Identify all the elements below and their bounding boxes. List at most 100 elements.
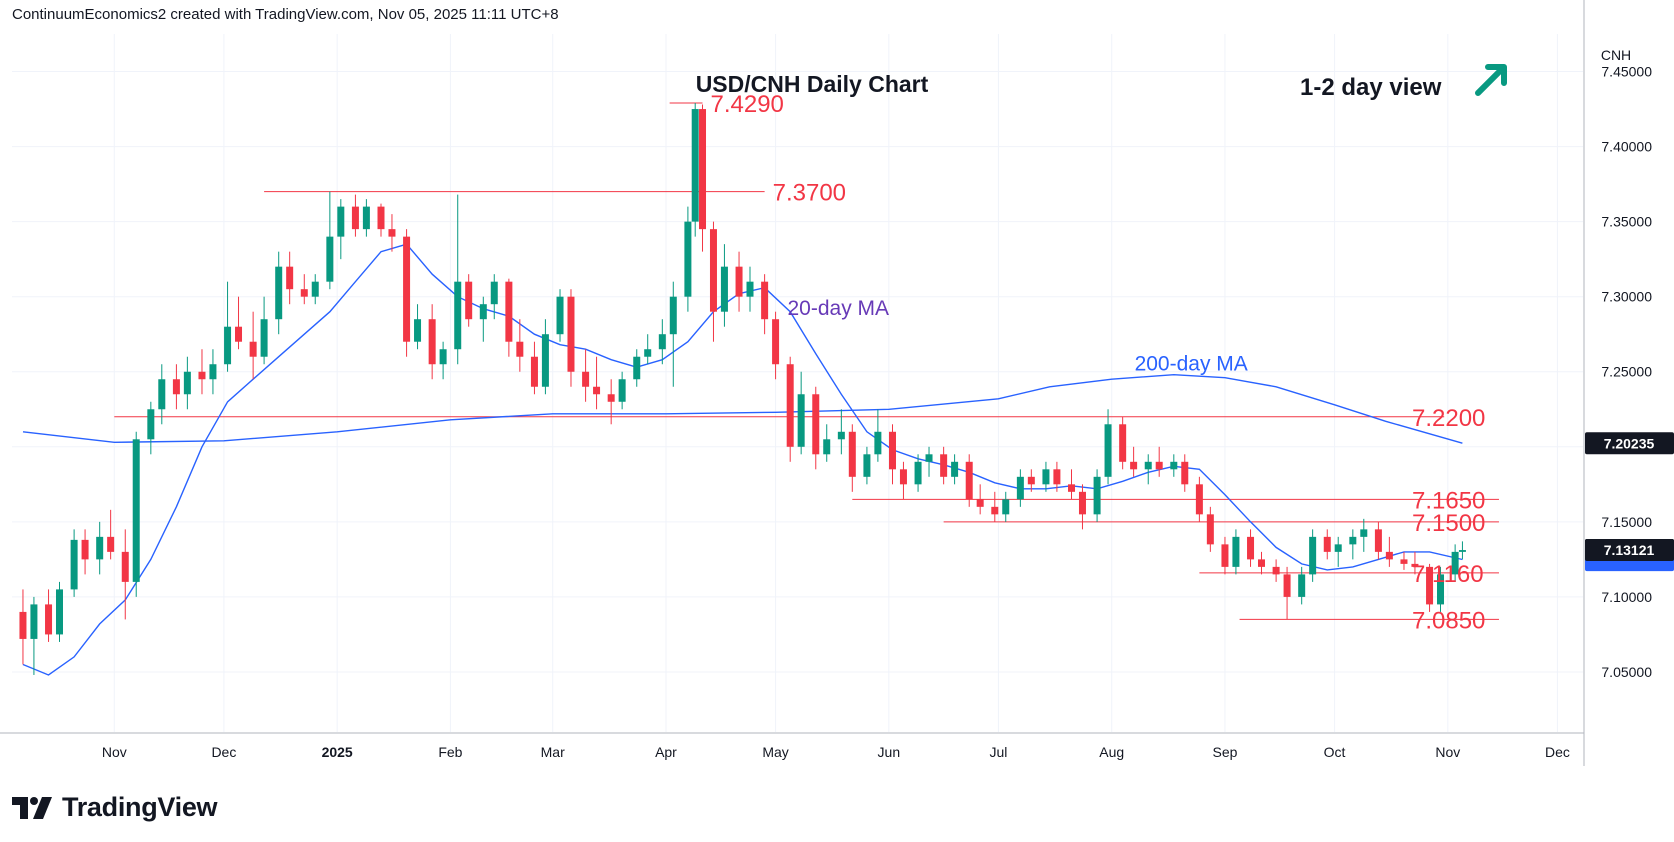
candle-body <box>224 326 232 365</box>
candle-body <box>1042 469 1050 485</box>
candle-body <box>81 539 89 560</box>
candle-body <box>541 334 549 387</box>
candle-body <box>505 281 513 342</box>
candle-body <box>70 539 78 590</box>
candle-body <box>888 431 896 470</box>
candle-body <box>823 439 831 455</box>
candle-body <box>1411 563 1419 567</box>
candle-body <box>1323 536 1331 552</box>
candle-body <box>326 236 334 282</box>
candle-body <box>132 439 140 582</box>
candle-body <box>1130 461 1138 470</box>
candle-body <box>658 334 666 350</box>
candle-body <box>479 304 487 320</box>
candle-body <box>286 266 294 290</box>
y-tick-label: 7.05000 <box>1601 664 1652 680</box>
candle-body <box>300 289 308 297</box>
candle-body <box>158 379 166 410</box>
y-tick-label: 7.10000 <box>1601 589 1652 605</box>
candle-body <box>198 371 206 380</box>
candle-body <box>607 394 615 402</box>
candle-body <box>30 604 38 639</box>
level-label: 7.4290 <box>711 91 784 118</box>
y-tick-label: 7.30000 <box>1601 289 1652 305</box>
candle-body <box>1400 559 1408 564</box>
x-tick-label: Nov <box>102 744 127 760</box>
candle-body <box>965 461 973 500</box>
candle-body <box>1349 536 1357 545</box>
x-tick-label: May <box>762 744 788 760</box>
level-label: 7.0850 <box>1412 607 1485 634</box>
candle-body <box>414 319 422 342</box>
candle-body <box>786 364 794 447</box>
candle-body <box>1309 536 1317 575</box>
tradingview-logo[interactable]: TradingView <box>12 792 218 823</box>
candle-body <box>899 469 907 485</box>
candle-body <box>1257 559 1265 567</box>
candle-body <box>797 394 805 447</box>
candle-body <box>1144 461 1152 470</box>
candle-body <box>1360 529 1368 537</box>
chart-attribution: ContinuumEconomics2 created with Trading… <box>12 6 559 23</box>
candle-body <box>516 341 524 357</box>
level-label: 7.1650 <box>1412 487 1485 514</box>
candle-body <box>1298 574 1306 597</box>
candle-body <box>812 394 820 455</box>
candle-body <box>1119 424 1127 462</box>
x-tick-label: Feb <box>438 744 462 760</box>
candle-body <box>1283 574 1291 597</box>
candle-body <box>209 364 217 380</box>
ma-label: 200-day MA <box>1135 353 1248 376</box>
candle-body <box>976 499 984 507</box>
x-tick-label: Nov <box>1435 744 1460 760</box>
candle-body <box>1232 536 1240 567</box>
candle-body <box>1181 461 1189 485</box>
candle-body <box>1426 566 1434 605</box>
y-tick-label: 7.40000 <box>1601 139 1652 155</box>
candle-body <box>490 281 498 305</box>
candle-body <box>837 431 845 440</box>
x-tick-label: Oct <box>1324 744 1346 760</box>
candle-body <box>914 461 922 485</box>
candle-body <box>311 281 319 297</box>
candle-body <box>699 109 707 230</box>
candle-body <box>863 454 871 477</box>
candle-body <box>1206 514 1214 545</box>
y-tick-label: 7.25000 <box>1601 364 1652 380</box>
candle-body <box>1385 551 1393 560</box>
candle-body <box>19 611 27 639</box>
candle-body <box>454 281 462 350</box>
candle-body <box>362 206 370 230</box>
x-tick-label: Jul <box>989 744 1007 760</box>
candle-body <box>1027 476 1035 485</box>
candle-body <box>1451 551 1459 575</box>
candle-body <box>1195 484 1203 515</box>
candle-body <box>107 536 115 552</box>
level-label: 7.2200 <box>1412 405 1485 432</box>
candle-body <box>669 296 677 335</box>
chart-title: USD/CNH Daily Chart <box>696 71 929 97</box>
candle-body <box>1068 484 1076 492</box>
candle-body <box>249 341 257 357</box>
candle-body <box>735 266 743 297</box>
candle-body <box>1093 476 1101 515</box>
candle-body <box>1053 469 1061 485</box>
candle-body <box>439 349 447 365</box>
price-tag <box>1585 432 1674 455</box>
candle-body <box>1374 529 1382 552</box>
tradingview-logo-icon <box>12 796 52 819</box>
x-tick-label: Aug <box>1099 744 1124 760</box>
candle-body <box>644 349 652 357</box>
y-tick-label: 7.45000 <box>1601 64 1652 80</box>
symbol-label: CNH <box>1601 47 1631 63</box>
price-tag-label: 7.20235 <box>1604 435 1655 451</box>
x-tick-label: Dec <box>211 744 236 760</box>
candle-body <box>1221 544 1229 567</box>
candle-body <box>761 281 769 320</box>
candle-body <box>1437 574 1445 605</box>
candle-body <box>183 371 191 395</box>
candle-body <box>337 206 345 237</box>
candle-body <box>772 319 780 365</box>
candle-body <box>428 319 436 365</box>
